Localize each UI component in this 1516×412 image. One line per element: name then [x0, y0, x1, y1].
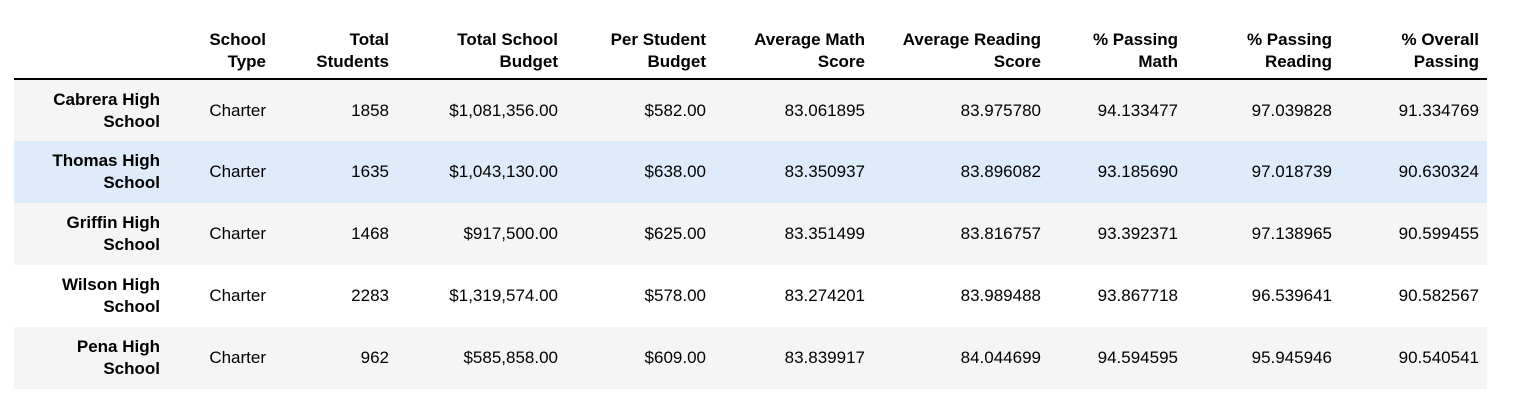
cell-per-student-budget: $578.00 — [644, 286, 706, 305]
cell-passing-reading: 95.945946 — [1251, 348, 1332, 367]
cell-overall-passing: 90.630324 — [1398, 162, 1479, 181]
cell-per-student-budget: $625.00 — [644, 224, 706, 243]
cell-passing-reading: 97.039828 — [1251, 100, 1332, 120]
cell-school-type: Charter — [209, 348, 266, 367]
cell-overall-passing: 90.599455 — [1398, 224, 1479, 243]
table-row: Griffin High School Charter 1468 $917,500.0… — [14, 203, 1487, 265]
cell-average-math-score: 83.350937 — [784, 162, 865, 181]
header-school-type: School Type — [168, 24, 274, 80]
cell-average-math-score: 83.061895 — [784, 100, 865, 120]
cell-total-school-budget: $585,858.00 — [463, 348, 558, 367]
cell-passing-math: 93.867718 — [1097, 286, 1178, 305]
header-total-students: Total Students — [274, 24, 397, 80]
table-row: Pena High School Charter 962 $585,858.00 $60… — [14, 327, 1487, 389]
row-index-school-name: Cabrera High School — [53, 89, 160, 131]
table-row: Thomas High School Charter 1635 $1,043,130.… — [14, 141, 1487, 203]
table-row: Cabrera High School Charter 1858 $1,081,356… — [14, 79, 1487, 141]
cell-school-type: Charter — [209, 286, 266, 305]
header-row: School Type Total Students Total School … — [14, 24, 1487, 80]
cell-average-reading-score: 84.044699 — [960, 348, 1041, 367]
cell-total-students: 1468 — [351, 224, 389, 243]
cell-average-math-score: 83.839917 — [784, 348, 865, 367]
cell-total-school-budget: $917,500.00 — [463, 224, 558, 243]
cell-total-school-budget: $1,319,574.00 — [449, 286, 558, 305]
header-passing-reading: % Passing Reading — [1186, 24, 1340, 80]
cell-total-students: 2283 — [351, 286, 389, 305]
cell-per-student-budget: $609.00 — [644, 348, 706, 367]
cell-average-reading-score: 83.975780 — [960, 100, 1041, 120]
header-per-student-budget: Per Student Budget — [566, 24, 714, 80]
cell-average-reading-score: 83.989488 — [960, 286, 1041, 305]
dataframe-output: School Type Total Students Total School … — [14, 24, 1487, 389]
cell-passing-math: 94.133477 — [1097, 100, 1178, 120]
cell-school-type: Charter — [209, 162, 266, 181]
cell-passing-math: 94.594595 — [1097, 348, 1178, 367]
cell-passing-reading: 97.018739 — [1251, 162, 1332, 181]
cell-average-reading-score: 83.816757 — [960, 224, 1041, 243]
cell-total-students: 1635 — [351, 162, 389, 181]
cell-school-type: Charter — [209, 224, 266, 243]
cell-per-student-budget: $638.00 — [644, 162, 706, 181]
cell-average-math-score: 83.351499 — [784, 224, 865, 243]
cell-total-school-budget: $1,081,356.00 — [449, 100, 558, 120]
row-index-school-name: Pena High School — [76, 337, 160, 378]
cell-school-type: Charter — [209, 100, 266, 120]
row-index-school-name: Wilson High School — [61, 275, 160, 316]
header-total-school-budget: Total School Budget — [397, 24, 566, 80]
header-average-math-score: Average Math Score — [714, 24, 873, 80]
table-header: School Type Total Students Total School … — [14, 24, 1487, 80]
cell-overall-passing: 90.582567 — [1398, 286, 1479, 305]
cell-passing-math: 93.185690 — [1097, 162, 1178, 181]
cell-total-students: 962 — [360, 348, 389, 367]
header-overall-passing: % Overall Passing — [1340, 24, 1487, 80]
cell-passing-reading: 96.539641 — [1251, 286, 1332, 305]
cell-average-reading-score: 83.896082 — [960, 162, 1041, 181]
header-average-reading-score: Average Reading Score — [873, 24, 1049, 80]
table-body: Cabrera High School Charter 1858 $1,081,356… — [14, 79, 1487, 389]
header-passing-math: % Passing Math — [1049, 24, 1186, 80]
cell-overall-passing: 91.334769 — [1398, 100, 1479, 120]
cell-average-math-score: 83.274201 — [784, 286, 865, 305]
cell-passing-reading: 97.138965 — [1251, 224, 1332, 243]
row-index-school-name: Griffin High School — [66, 213, 160, 254]
index-header — [14, 24, 168, 80]
cell-total-students: 1858 — [351, 100, 389, 120]
cell-per-student-budget: $582.00 — [644, 100, 706, 120]
cell-overall-passing: 90.540541 — [1398, 348, 1479, 367]
table-row: Wilson High School Charter 2283 $1,319,574.… — [14, 265, 1487, 327]
school-summary-table: School Type Total Students Total School … — [14, 24, 1487, 389]
cell-passing-math: 93.392371 — [1097, 224, 1178, 243]
row-index-school-name: Thomas High School — [52, 151, 160, 192]
cell-total-school-budget: $1,043,130.00 — [449, 162, 558, 181]
